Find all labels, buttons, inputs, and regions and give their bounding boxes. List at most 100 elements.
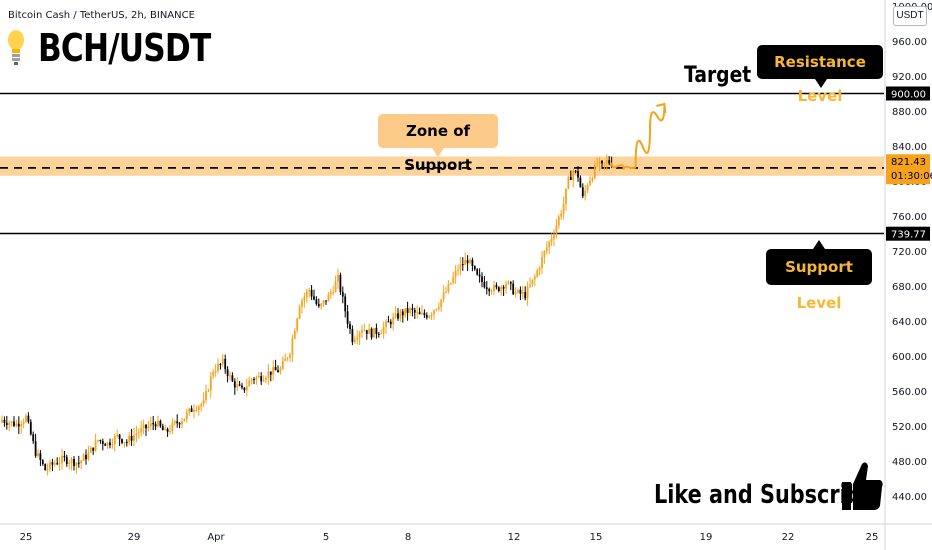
- candle-body: [97, 440, 99, 442]
- candle-body: [437, 307, 440, 309]
- candle-body: [46, 468, 49, 471]
- candle-body: [269, 371, 272, 375]
- candle-body: [421, 312, 423, 315]
- candle-body: [423, 312, 426, 316]
- candle-body: [411, 308, 414, 311]
- candle-body: [593, 164, 596, 179]
- candle-body: [159, 420, 162, 427]
- time-axis[interactable]: 25 29 Apr 5 8 12 15 19 22 25: [0, 523, 932, 543]
- price-axis[interactable]: 1000.00960.00920.00880.00840.00800.00760…: [884, 0, 932, 550]
- price-tick-label: 680.00: [892, 282, 927, 293]
- candle-body: [538, 268, 541, 271]
- candle-body: [572, 170, 575, 180]
- candle-body: [5, 422, 8, 426]
- candle-body: [310, 289, 313, 297]
- candle-body: [197, 406, 200, 410]
- candle-body: [44, 464, 47, 471]
- candle-body: [557, 216, 560, 226]
- candle-body: [476, 269, 479, 275]
- candles: [1, 154, 613, 476]
- current-price-tag-bg: [886, 154, 930, 185]
- candle-body: [195, 409, 198, 411]
- candle-body: [226, 369, 229, 376]
- candle-body: [514, 292, 517, 295]
- candle-body: [272, 366, 275, 375]
- candle-body: [241, 385, 243, 388]
- candle-body: [99, 440, 102, 442]
- candle-body: [116, 434, 119, 437]
- candle-body: [553, 235, 555, 239]
- candle-body: [37, 453, 39, 456]
- zone-of-support-label: Zone of Support: [378, 114, 498, 174]
- candle-body: [118, 434, 121, 440]
- candle-body: [185, 412, 188, 419]
- candle-body: [433, 310, 435, 315]
- candle-body: [73, 458, 75, 466]
- price-tick-label: 920.00: [892, 72, 927, 83]
- candle-body: [358, 332, 361, 338]
- candle-body: [61, 456, 63, 464]
- level-lines: [0, 92, 884, 235]
- candle-body: [392, 316, 395, 325]
- candle-body: [603, 162, 606, 164]
- candle-body: [461, 264, 464, 266]
- candle-body: [1, 419, 3, 423]
- candle-body: [229, 375, 231, 377]
- candle-body: [205, 391, 207, 400]
- candle-body: [375, 328, 378, 334]
- candle-body: [435, 308, 438, 311]
- candle-body: [245, 386, 248, 391]
- candle-body: [373, 328, 375, 338]
- candle-body: [356, 337, 359, 340]
- candle-body: [313, 296, 315, 300]
- candle-body: [322, 300, 325, 304]
- candle-body: [224, 358, 227, 370]
- resistance-price-tag-bg: [886, 86, 930, 101]
- candle-body: [305, 291, 308, 297]
- candle-body: [56, 463, 59, 465]
- candle-body: [473, 265, 476, 270]
- support-price-tag: 739.77: [891, 230, 926, 241]
- candle-body: [430, 314, 433, 317]
- candle-body: [363, 330, 366, 332]
- candle-body: [445, 291, 447, 293]
- candle-body: [49, 462, 51, 469]
- candle-body: [370, 328, 373, 338]
- support-price-tag-bg: [886, 226, 930, 241]
- candle-body: [281, 361, 284, 369]
- candle-body: [92, 447, 95, 451]
- candle-body: [32, 434, 35, 442]
- candle-body: [502, 286, 505, 289]
- candle-body: [70, 458, 73, 463]
- candle-body: [301, 300, 303, 307]
- candle-body: [63, 456, 66, 458]
- candle-body: [68, 462, 71, 464]
- candle-body: [296, 318, 299, 331]
- resistance-pointer: [815, 79, 827, 88]
- candle-body: [80, 460, 83, 464]
- candle-body: [325, 300, 327, 302]
- candle-body: [406, 308, 409, 313]
- candle-body: [488, 289, 491, 292]
- time-tick-label: 25: [866, 532, 879, 543]
- thumbs-up-icon: [842, 462, 883, 510]
- candle-body: [219, 363, 222, 365]
- candle-body: [253, 379, 255, 381]
- currency-unit[interactable]: USDT: [893, 6, 927, 26]
- candle-body: [339, 274, 342, 292]
- candle-body: [555, 225, 558, 236]
- candle-body: [85, 454, 87, 460]
- candle-body: [533, 276, 536, 280]
- candle-body: [51, 462, 54, 465]
- like-subscribe-text: Like and Subscribe: [654, 480, 876, 510]
- candle-body: [469, 259, 471, 264]
- candle-body: [397, 313, 399, 319]
- candle-body: [58, 463, 61, 465]
- price-tick-label: 760.00: [892, 212, 927, 223]
- candle-body: [89, 447, 92, 453]
- projection-arrowhead: [656, 102, 667, 114]
- candle-body: [478, 274, 481, 277]
- candle-body: [113, 436, 116, 445]
- candle-body: [401, 311, 404, 316]
